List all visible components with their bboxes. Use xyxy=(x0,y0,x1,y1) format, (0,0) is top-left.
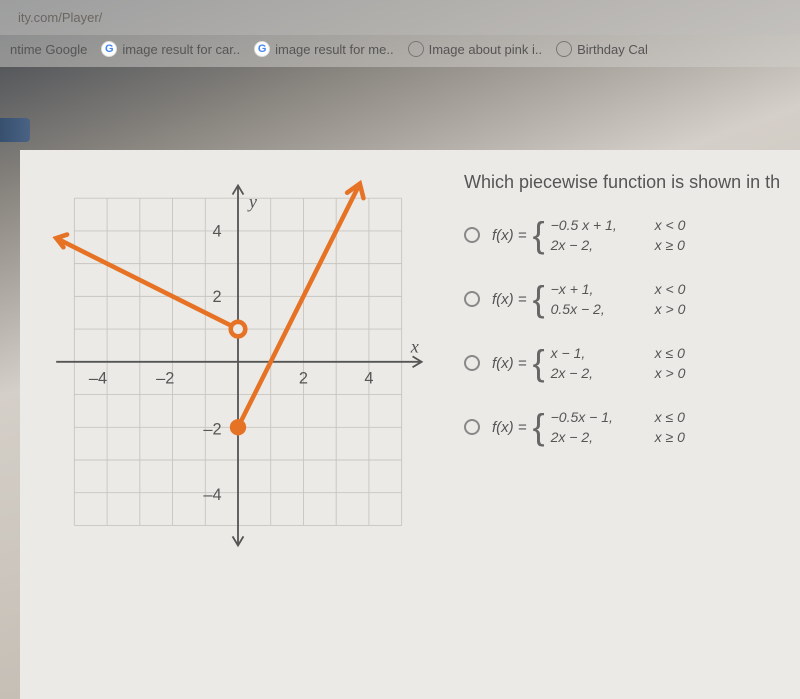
fx-label: f(x) = xyxy=(492,227,527,244)
bookmark-image-me[interactable]: G image result for me.. xyxy=(254,41,394,57)
brace-icon: { xyxy=(533,410,545,444)
svg-text:–4: –4 xyxy=(203,486,221,504)
bookmark-label: ntime Google xyxy=(10,42,87,57)
google-icon: G xyxy=(101,41,117,57)
brace-icon: { xyxy=(533,346,545,380)
bookmark-pink[interactable]: Image about pink i.. xyxy=(408,41,542,57)
brace-icon: { xyxy=(533,218,545,252)
bookmark-label: image result for car.. xyxy=(122,42,240,57)
radio-icon[interactable] xyxy=(464,227,480,243)
radio-icon[interactable] xyxy=(464,419,480,435)
x-axis-label: x xyxy=(410,337,419,357)
content-panel: y x –4 –2 2 4 4 2 –2 –4 Which piecewis xyxy=(20,150,800,699)
y-axis-label: y xyxy=(247,191,258,211)
option-d[interactable]: f(x) = { −0.5x − 1,x ≤ 0 2x − 2,x ≥ 0 xyxy=(464,409,782,445)
option-a[interactable]: f(x) = { −0.5 x + 1,x < 0 2x − 2,x ≥ 0 xyxy=(464,217,782,253)
svg-text:2: 2 xyxy=(213,288,222,306)
pieces: −0.5x − 1,x ≤ 0 2x − 2,x ≥ 0 xyxy=(551,409,685,445)
bookmark-image-car[interactable]: G image result for car.. xyxy=(101,41,240,57)
svg-text:4: 4 xyxy=(364,370,373,388)
pieces: −0.5 x + 1,x < 0 2x − 2,x ≥ 0 xyxy=(551,217,686,253)
bookmark-google[interactable]: ntime Google xyxy=(10,42,87,57)
graph: y x –4 –2 2 4 4 2 –2 –4 xyxy=(38,170,438,590)
bookmarks-bar: ntime Google G image result for car.. G … xyxy=(0,35,800,67)
fx-label: f(x) = xyxy=(492,419,527,436)
fx-label: f(x) = xyxy=(492,291,527,308)
radio-icon[interactable] xyxy=(464,355,480,371)
pieces: x − 1,x ≤ 0 2x − 2,x > 0 xyxy=(551,345,686,381)
url-bar[interactable]: ity.com/Player/ xyxy=(10,6,790,29)
bookmark-birthday[interactable]: Birthday Cal xyxy=(556,41,648,57)
side-tab[interactable] xyxy=(0,118,30,142)
pieces: −x + 1,x < 0 0.5x − 2,x > 0 xyxy=(551,281,686,317)
open-point xyxy=(231,322,246,337)
fx-label: f(x) = xyxy=(492,355,527,372)
option-c[interactable]: f(x) = { x − 1,x ≤ 0 2x − 2,x > 0 xyxy=(464,345,782,381)
globe-icon xyxy=(556,41,572,57)
svg-text:2: 2 xyxy=(299,370,308,388)
radio-icon[interactable] xyxy=(464,291,480,307)
option-b[interactable]: f(x) = { −x + 1,x < 0 0.5x − 2,x > 0 xyxy=(464,281,782,317)
svg-text:–2: –2 xyxy=(156,370,174,388)
google-icon: G xyxy=(254,41,270,57)
brace-icon: { xyxy=(533,282,545,316)
bookmark-label: Image about pink i.. xyxy=(429,42,542,57)
question-title: Which piecewise function is shown in th xyxy=(464,172,782,193)
svg-text:–4: –4 xyxy=(89,370,107,388)
svg-text:–2: –2 xyxy=(203,421,221,439)
closed-point xyxy=(230,419,246,435)
bookmark-label: image result for me.. xyxy=(275,42,394,57)
globe-icon xyxy=(408,41,424,57)
svg-text:4: 4 xyxy=(213,222,222,240)
question-area: Which piecewise function is shown in th … xyxy=(464,170,782,679)
bookmark-label: Birthday Cal xyxy=(577,42,648,57)
